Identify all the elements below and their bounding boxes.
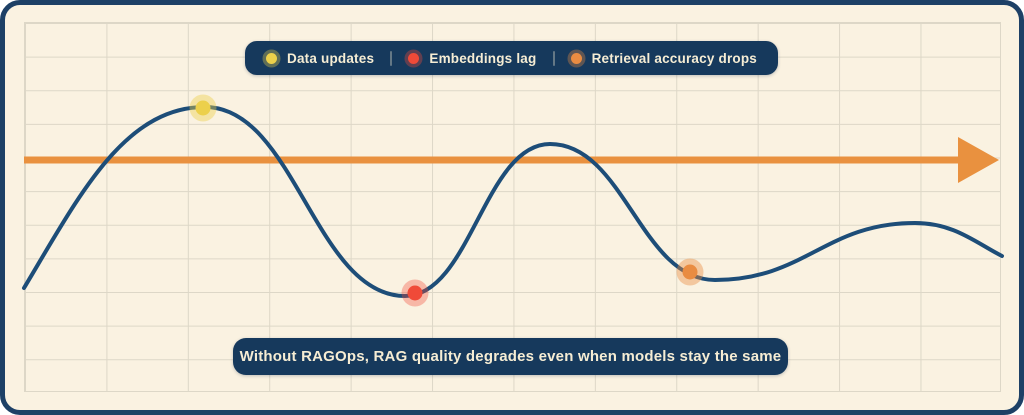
data-updates-dot-icon xyxy=(266,52,277,64)
legend-label-retrieval-accuracy-drops: Retrieval accuracy drops xyxy=(591,50,757,66)
legend: Data updates Embeddings lag Retrieval ac… xyxy=(245,41,778,75)
caption-text: Without RAGOps, RAG quality degrades eve… xyxy=(239,348,782,365)
quality-curve xyxy=(22,104,1004,299)
marker-retrieval-accuracy-drops xyxy=(676,258,704,286)
retrieval-accuracy-drops-dot-icon xyxy=(570,52,582,64)
legend-item-retrieval-accuracy-drops: Retrieval accuracy drops xyxy=(570,50,757,66)
caption-banner: Without RAGOps, RAG quality degrades eve… xyxy=(233,338,788,375)
legend-item-data-updates: Data updates xyxy=(266,51,374,66)
legend-divider xyxy=(390,50,393,66)
marker-embeddings-lag xyxy=(401,279,429,307)
chart-gridlines xyxy=(24,22,1001,392)
legend-item-embeddings-lag: Embeddings lag xyxy=(408,51,536,66)
legend-divider xyxy=(552,50,555,66)
marker-data-updates xyxy=(189,94,217,122)
trend-arrow-head xyxy=(958,137,999,183)
embeddings-lag-dot-icon xyxy=(408,52,420,64)
legend-label-data-updates: Data updates xyxy=(287,50,375,66)
trend-arrow-shaft xyxy=(24,156,960,164)
legend-label-embeddings-lag: Embeddings lag xyxy=(429,50,537,66)
